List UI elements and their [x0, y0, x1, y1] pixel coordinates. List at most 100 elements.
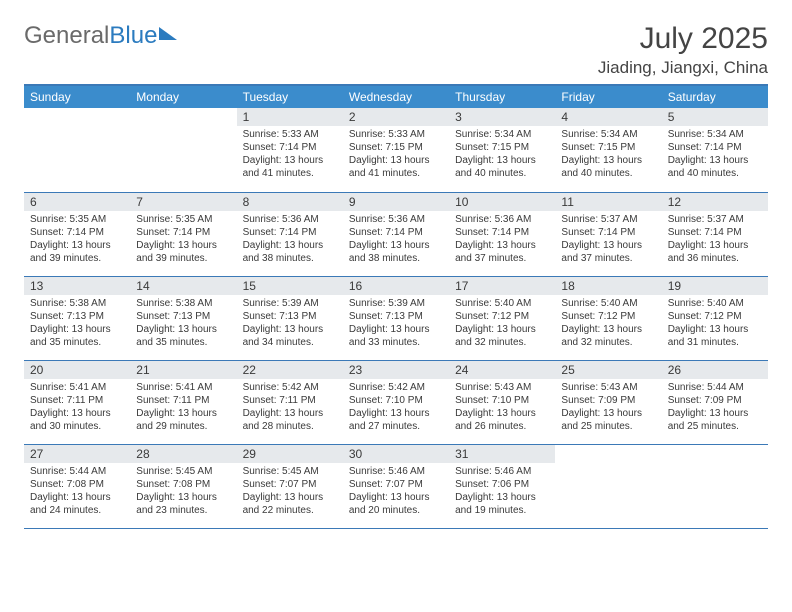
- day-cell: 27Sunrise: 5:44 AMSunset: 7:08 PMDayligh…: [24, 444, 130, 528]
- day-cell: 1Sunrise: 5:33 AMSunset: 7:14 PMDaylight…: [237, 108, 343, 192]
- day-cell: 23Sunrise: 5:42 AMSunset: 7:10 PMDayligh…: [343, 360, 449, 444]
- day-cell: 6Sunrise: 5:35 AMSunset: 7:14 PMDaylight…: [24, 192, 130, 276]
- day-cell: 5Sunrise: 5:34 AMSunset: 7:14 PMDaylight…: [662, 108, 768, 192]
- day-cell: 28Sunrise: 5:45 AMSunset: 7:08 PMDayligh…: [130, 444, 236, 528]
- day-details: Sunrise: 5:37 AMSunset: 7:14 PMDaylight:…: [555, 211, 661, 269]
- day-cell: 11Sunrise: 5:37 AMSunset: 7:14 PMDayligh…: [555, 192, 661, 276]
- day-number: 29: [237, 445, 343, 463]
- month-title: July 2025: [598, 22, 768, 56]
- day-number: 7: [130, 193, 236, 211]
- day-cell: 21Sunrise: 5:41 AMSunset: 7:11 PMDayligh…: [130, 360, 236, 444]
- day-cell: 13Sunrise: 5:38 AMSunset: 7:13 PMDayligh…: [24, 276, 130, 360]
- day-number: 2: [343, 108, 449, 126]
- weekday-header: Thursday: [449, 86, 555, 108]
- title-block: July 2025 Jiading, Jiangxi, China: [598, 22, 768, 78]
- logo-text-2: Blue: [109, 22, 157, 50]
- day-details: Sunrise: 5:42 AMSunset: 7:10 PMDaylight:…: [343, 379, 449, 437]
- day-number: 14: [130, 277, 236, 295]
- day-details: Sunrise: 5:33 AMSunset: 7:14 PMDaylight:…: [237, 126, 343, 184]
- day-cell: 17Sunrise: 5:40 AMSunset: 7:12 PMDayligh…: [449, 276, 555, 360]
- day-number: 4: [555, 108, 661, 126]
- day-details: Sunrise: 5:43 AMSunset: 7:10 PMDaylight:…: [449, 379, 555, 437]
- day-details: Sunrise: 5:36 AMSunset: 7:14 PMDaylight:…: [449, 211, 555, 269]
- day-cell: 3Sunrise: 5:34 AMSunset: 7:15 PMDaylight…: [449, 108, 555, 192]
- day-number: 13: [24, 277, 130, 295]
- empty-cell: [662, 444, 768, 528]
- day-cell: 9Sunrise: 5:36 AMSunset: 7:14 PMDaylight…: [343, 192, 449, 276]
- day-details: Sunrise: 5:41 AMSunset: 7:11 PMDaylight:…: [24, 379, 130, 437]
- day-cell: 7Sunrise: 5:35 AMSunset: 7:14 PMDaylight…: [130, 192, 236, 276]
- day-cell: 4Sunrise: 5:34 AMSunset: 7:15 PMDaylight…: [555, 108, 661, 192]
- day-details: Sunrise: 5:33 AMSunset: 7:15 PMDaylight:…: [343, 126, 449, 184]
- day-details: Sunrise: 5:37 AMSunset: 7:14 PMDaylight:…: [662, 211, 768, 269]
- day-number: 25: [555, 361, 661, 379]
- empty-cell: [130, 108, 236, 192]
- calendar-row: 27Sunrise: 5:44 AMSunset: 7:08 PMDayligh…: [24, 444, 768, 528]
- day-number: 26: [662, 361, 768, 379]
- logo-text-1: General: [24, 22, 109, 50]
- day-number: 12: [662, 193, 768, 211]
- day-details: Sunrise: 5:44 AMSunset: 7:09 PMDaylight:…: [662, 379, 768, 437]
- day-cell: 24Sunrise: 5:43 AMSunset: 7:10 PMDayligh…: [449, 360, 555, 444]
- day-details: Sunrise: 5:39 AMSunset: 7:13 PMDaylight:…: [237, 295, 343, 353]
- day-number: 24: [449, 361, 555, 379]
- day-details: Sunrise: 5:42 AMSunset: 7:11 PMDaylight:…: [237, 379, 343, 437]
- logo: GeneralBlue: [24, 22, 177, 50]
- day-number: 3: [449, 108, 555, 126]
- calendar-row: 13Sunrise: 5:38 AMSunset: 7:13 PMDayligh…: [24, 276, 768, 360]
- day-details: Sunrise: 5:39 AMSunset: 7:13 PMDaylight:…: [343, 295, 449, 353]
- day-number: 1: [237, 108, 343, 126]
- day-number: 31: [449, 445, 555, 463]
- day-details: Sunrise: 5:35 AMSunset: 7:14 PMDaylight:…: [130, 211, 236, 269]
- day-number: 8: [237, 193, 343, 211]
- day-details: Sunrise: 5:45 AMSunset: 7:08 PMDaylight:…: [130, 463, 236, 521]
- day-cell: 31Sunrise: 5:46 AMSunset: 7:06 PMDayligh…: [449, 444, 555, 528]
- day-number: 30: [343, 445, 449, 463]
- weekday-header: Sunday: [24, 86, 130, 108]
- day-details: Sunrise: 5:38 AMSunset: 7:13 PMDaylight:…: [24, 295, 130, 353]
- day-details: Sunrise: 5:40 AMSunset: 7:12 PMDaylight:…: [555, 295, 661, 353]
- day-number: 23: [343, 361, 449, 379]
- day-cell: 25Sunrise: 5:43 AMSunset: 7:09 PMDayligh…: [555, 360, 661, 444]
- day-details: Sunrise: 5:43 AMSunset: 7:09 PMDaylight:…: [555, 379, 661, 437]
- day-number: 28: [130, 445, 236, 463]
- day-cell: 8Sunrise: 5:36 AMSunset: 7:14 PMDaylight…: [237, 192, 343, 276]
- calendar-body: 1Sunrise: 5:33 AMSunset: 7:14 PMDaylight…: [24, 108, 768, 528]
- calendar-header-row: SundayMondayTuesdayWednesdayThursdayFrid…: [24, 86, 768, 108]
- day-cell: 22Sunrise: 5:42 AMSunset: 7:11 PMDayligh…: [237, 360, 343, 444]
- weekday-header: Saturday: [662, 86, 768, 108]
- day-cell: 10Sunrise: 5:36 AMSunset: 7:14 PMDayligh…: [449, 192, 555, 276]
- day-number: 22: [237, 361, 343, 379]
- day-number: 6: [24, 193, 130, 211]
- day-cell: 29Sunrise: 5:45 AMSunset: 7:07 PMDayligh…: [237, 444, 343, 528]
- calendar-table: SundayMondayTuesdayWednesdayThursdayFrid…: [24, 86, 768, 529]
- day-number: 27: [24, 445, 130, 463]
- day-cell: 19Sunrise: 5:40 AMSunset: 7:12 PMDayligh…: [662, 276, 768, 360]
- day-details: Sunrise: 5:46 AMSunset: 7:07 PMDaylight:…: [343, 463, 449, 521]
- day-details: Sunrise: 5:46 AMSunset: 7:06 PMDaylight:…: [449, 463, 555, 521]
- day-cell: 26Sunrise: 5:44 AMSunset: 7:09 PMDayligh…: [662, 360, 768, 444]
- day-number: 21: [130, 361, 236, 379]
- day-number: 19: [662, 277, 768, 295]
- calendar-row: 6Sunrise: 5:35 AMSunset: 7:14 PMDaylight…: [24, 192, 768, 276]
- day-details: Sunrise: 5:34 AMSunset: 7:15 PMDaylight:…: [555, 126, 661, 184]
- day-cell: 16Sunrise: 5:39 AMSunset: 7:13 PMDayligh…: [343, 276, 449, 360]
- day-cell: 14Sunrise: 5:38 AMSunset: 7:13 PMDayligh…: [130, 276, 236, 360]
- weekday-header: Tuesday: [237, 86, 343, 108]
- day-number: 10: [449, 193, 555, 211]
- day-details: Sunrise: 5:35 AMSunset: 7:14 PMDaylight:…: [24, 211, 130, 269]
- logo-triangle-icon: [159, 27, 177, 40]
- day-details: Sunrise: 5:45 AMSunset: 7:07 PMDaylight:…: [237, 463, 343, 521]
- weekday-header: Monday: [130, 86, 236, 108]
- calendar-row: 20Sunrise: 5:41 AMSunset: 7:11 PMDayligh…: [24, 360, 768, 444]
- calendar-page: GeneralBlue July 2025 Jiading, Jiangxi, …: [0, 0, 792, 529]
- day-details: Sunrise: 5:36 AMSunset: 7:14 PMDaylight:…: [237, 211, 343, 269]
- day-cell: 20Sunrise: 5:41 AMSunset: 7:11 PMDayligh…: [24, 360, 130, 444]
- day-number: 11: [555, 193, 661, 211]
- day-number: 18: [555, 277, 661, 295]
- day-number: 17: [449, 277, 555, 295]
- day-details: Sunrise: 5:36 AMSunset: 7:14 PMDaylight:…: [343, 211, 449, 269]
- day-details: Sunrise: 5:34 AMSunset: 7:14 PMDaylight:…: [662, 126, 768, 184]
- header: GeneralBlue July 2025 Jiading, Jiangxi, …: [24, 22, 768, 78]
- day-details: Sunrise: 5:44 AMSunset: 7:08 PMDaylight:…: [24, 463, 130, 521]
